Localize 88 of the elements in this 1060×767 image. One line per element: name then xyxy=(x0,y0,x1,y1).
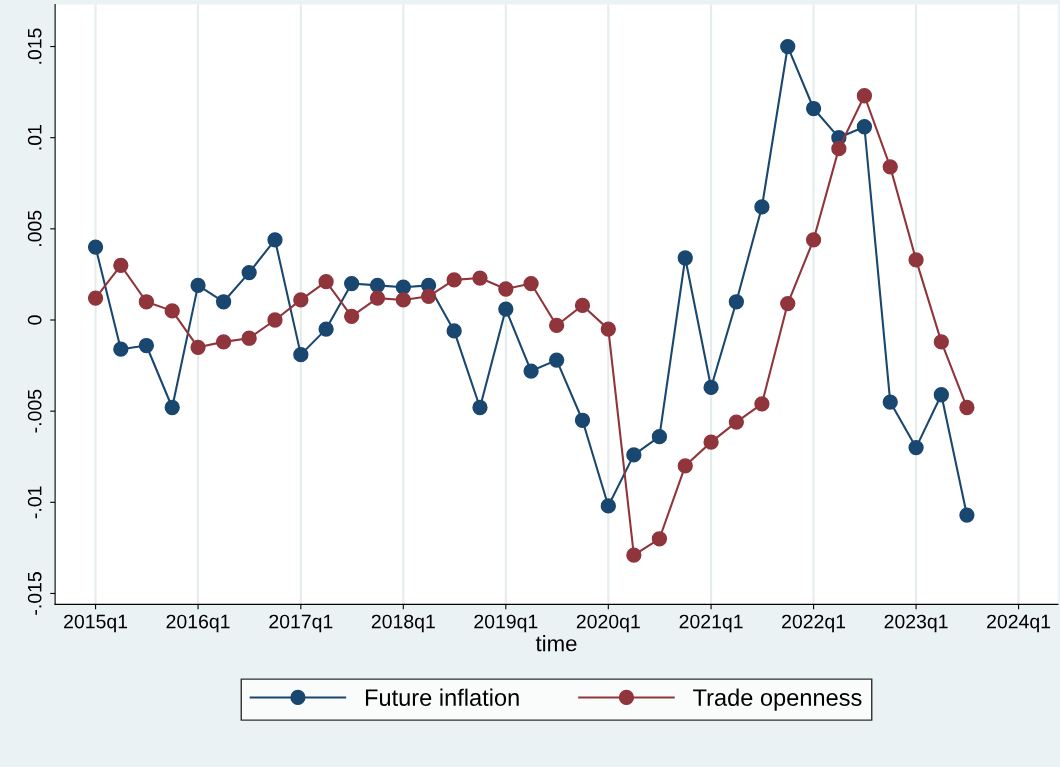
point xyxy=(472,270,488,286)
x-tick-label: 2018q1 xyxy=(371,614,435,633)
point xyxy=(754,396,770,412)
point xyxy=(190,339,206,355)
point xyxy=(856,119,873,135)
x-axis-title: time xyxy=(535,635,577,652)
point xyxy=(472,399,488,416)
point xyxy=(549,352,565,368)
point xyxy=(293,346,309,363)
point xyxy=(523,363,539,379)
point xyxy=(959,507,975,523)
point xyxy=(651,429,668,445)
point xyxy=(318,321,334,337)
y-tick-label: -.015 xyxy=(27,572,42,615)
x-tick-label: 2016q1 xyxy=(166,614,230,633)
point xyxy=(318,274,334,290)
point xyxy=(164,399,180,416)
point xyxy=(164,303,180,319)
point xyxy=(882,394,898,410)
point xyxy=(87,239,104,255)
point xyxy=(446,323,462,339)
point xyxy=(600,498,616,514)
point xyxy=(728,414,744,430)
y-tick-label: -.01 xyxy=(27,486,42,519)
point xyxy=(728,294,744,310)
point xyxy=(293,292,309,308)
point xyxy=(600,321,616,337)
point xyxy=(805,232,822,248)
x-tick-label: 2021q1 xyxy=(679,614,743,633)
point xyxy=(933,387,949,403)
point xyxy=(215,334,232,350)
point xyxy=(677,458,693,474)
point xyxy=(87,290,104,306)
point xyxy=(190,277,206,293)
point xyxy=(780,38,796,55)
point xyxy=(780,295,796,312)
legend-label: Future inflation xyxy=(365,688,519,706)
x-tick-label: 2015q1 xyxy=(64,614,128,633)
point xyxy=(856,88,873,104)
point xyxy=(138,294,155,310)
point xyxy=(344,275,360,292)
point xyxy=(703,379,719,396)
point xyxy=(549,317,565,334)
point xyxy=(651,531,668,547)
point xyxy=(805,100,822,117)
point xyxy=(574,297,591,314)
point xyxy=(959,399,975,416)
point xyxy=(369,290,386,306)
x-tick-label: 2023q1 xyxy=(884,614,948,633)
point xyxy=(908,439,924,456)
x-tick-label: 2022q1 xyxy=(782,614,846,633)
point xyxy=(395,279,411,295)
x-tick-label: 2017q1 xyxy=(269,614,333,633)
point xyxy=(446,272,462,288)
point xyxy=(574,412,591,428)
point xyxy=(703,434,719,450)
point xyxy=(831,140,847,157)
point xyxy=(241,264,257,281)
point xyxy=(754,199,770,215)
point xyxy=(215,294,232,310)
x-tick-label: 2024q1 xyxy=(987,614,1051,633)
point xyxy=(113,257,129,273)
point xyxy=(138,337,155,354)
point xyxy=(113,341,129,357)
point xyxy=(498,281,514,297)
point xyxy=(420,288,437,304)
point xyxy=(933,334,949,350)
y-tick-label: .005 xyxy=(27,210,42,246)
point xyxy=(908,252,924,268)
point xyxy=(626,547,642,563)
point xyxy=(677,250,693,266)
y-tick-label: 0 xyxy=(27,315,42,325)
legend-label: Trade openness xyxy=(693,688,862,711)
y-tick-label: -.005 xyxy=(27,389,42,433)
point xyxy=(882,159,898,175)
point xyxy=(395,292,411,308)
point xyxy=(626,447,642,463)
point xyxy=(267,312,283,328)
x-tick-label: 2019q1 xyxy=(474,614,538,633)
y-tick-label: .01 xyxy=(27,125,42,150)
point xyxy=(241,330,257,346)
point xyxy=(344,308,360,324)
point xyxy=(369,277,386,293)
y-tick-label: .015 xyxy=(27,28,42,64)
point xyxy=(498,301,514,317)
x-tick-label: 2020q1 xyxy=(576,614,640,633)
point xyxy=(267,232,283,248)
point xyxy=(523,275,539,292)
